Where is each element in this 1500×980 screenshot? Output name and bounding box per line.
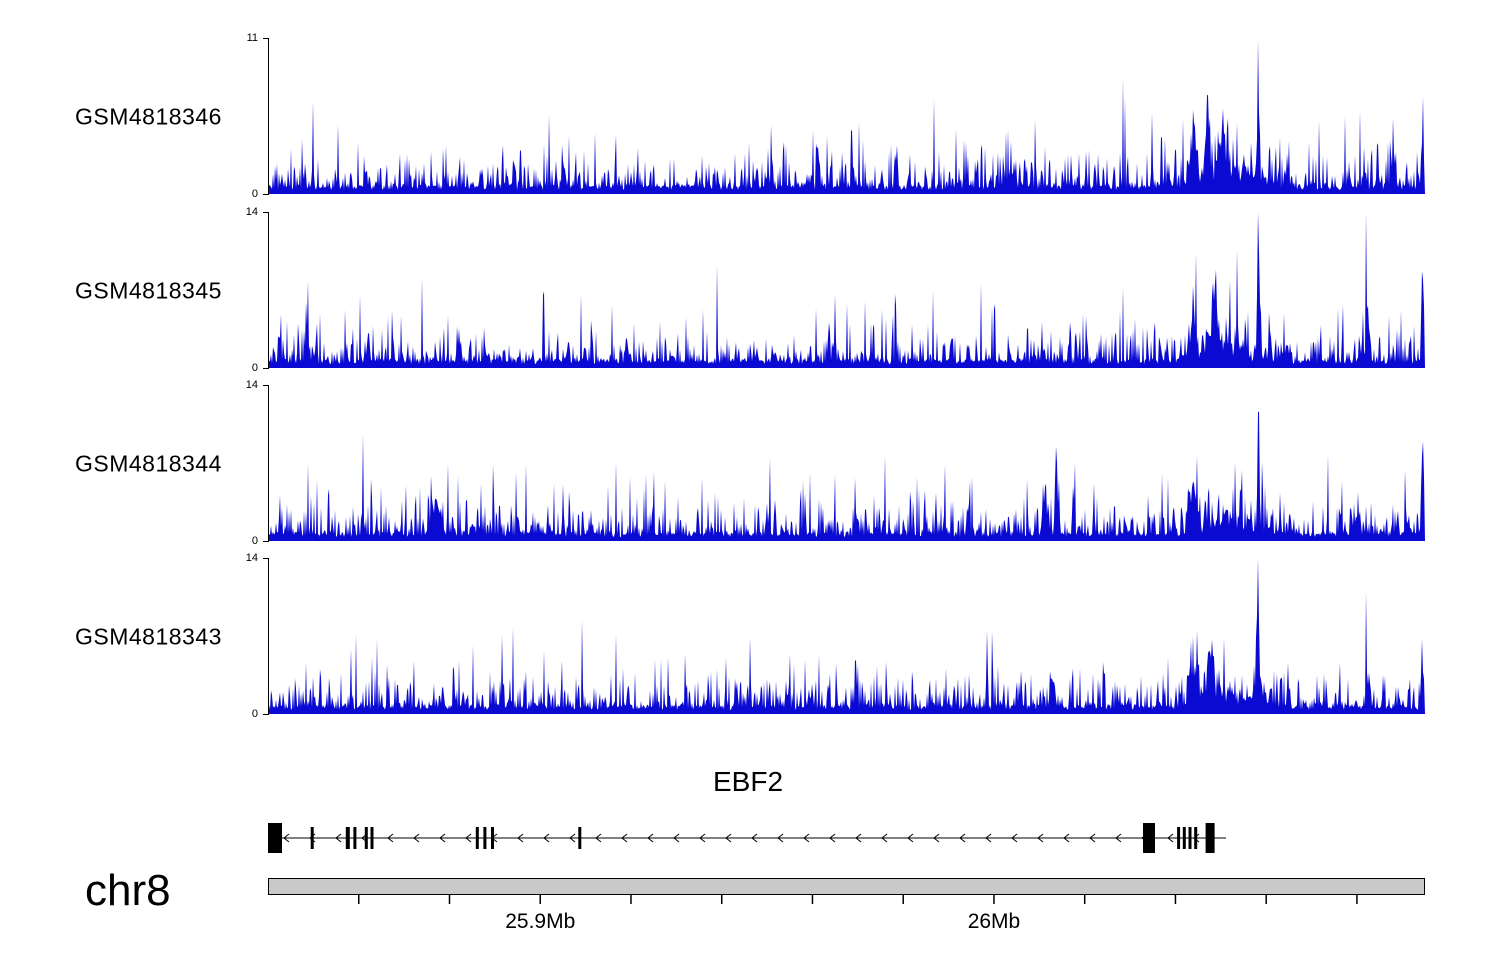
gene-name: EBF2 bbox=[712, 766, 784, 797]
coverage-signal bbox=[263, 38, 1425, 195]
gene-model bbox=[268, 823, 1226, 853]
coverage-track: GSM4818344 14 0 bbox=[0, 380, 1500, 547]
coverage-track: GSM4818345 14 0 bbox=[0, 207, 1500, 374]
coverage-track: GSM4818346 11 0 bbox=[0, 33, 1500, 200]
track-label: GSM4818344 bbox=[75, 450, 222, 477]
genomic-axis bbox=[268, 878, 1425, 904]
y-axis-max-label: 14 bbox=[245, 379, 258, 391]
coverage-signal bbox=[263, 212, 1425, 369]
y-axis-min-label: 0 bbox=[251, 188, 258, 200]
chromosome-label: chr8 bbox=[85, 866, 171, 915]
track-label: GSM4818346 bbox=[75, 103, 222, 130]
y-axis-min-label: 0 bbox=[251, 708, 258, 720]
y-axis-min-label: 0 bbox=[251, 535, 258, 547]
track-label: GSM4818343 bbox=[75, 623, 222, 650]
y-axis-max-label: 14 bbox=[245, 552, 258, 564]
y-axis-max-label: 11 bbox=[246, 32, 258, 44]
coverage-signal bbox=[263, 558, 1425, 715]
y-axis-min-label: 0 bbox=[251, 362, 258, 374]
coverage-track: GSM4818343 14 0 bbox=[0, 553, 1500, 720]
axis-tick-label: 26Mb bbox=[967, 910, 1021, 933]
y-axis-max-label: 14 bbox=[245, 206, 258, 218]
coverage-signal bbox=[263, 385, 1425, 542]
track-label: GSM4818345 bbox=[75, 277, 222, 304]
axis-tick-label: 25.9Mb bbox=[505, 910, 576, 933]
